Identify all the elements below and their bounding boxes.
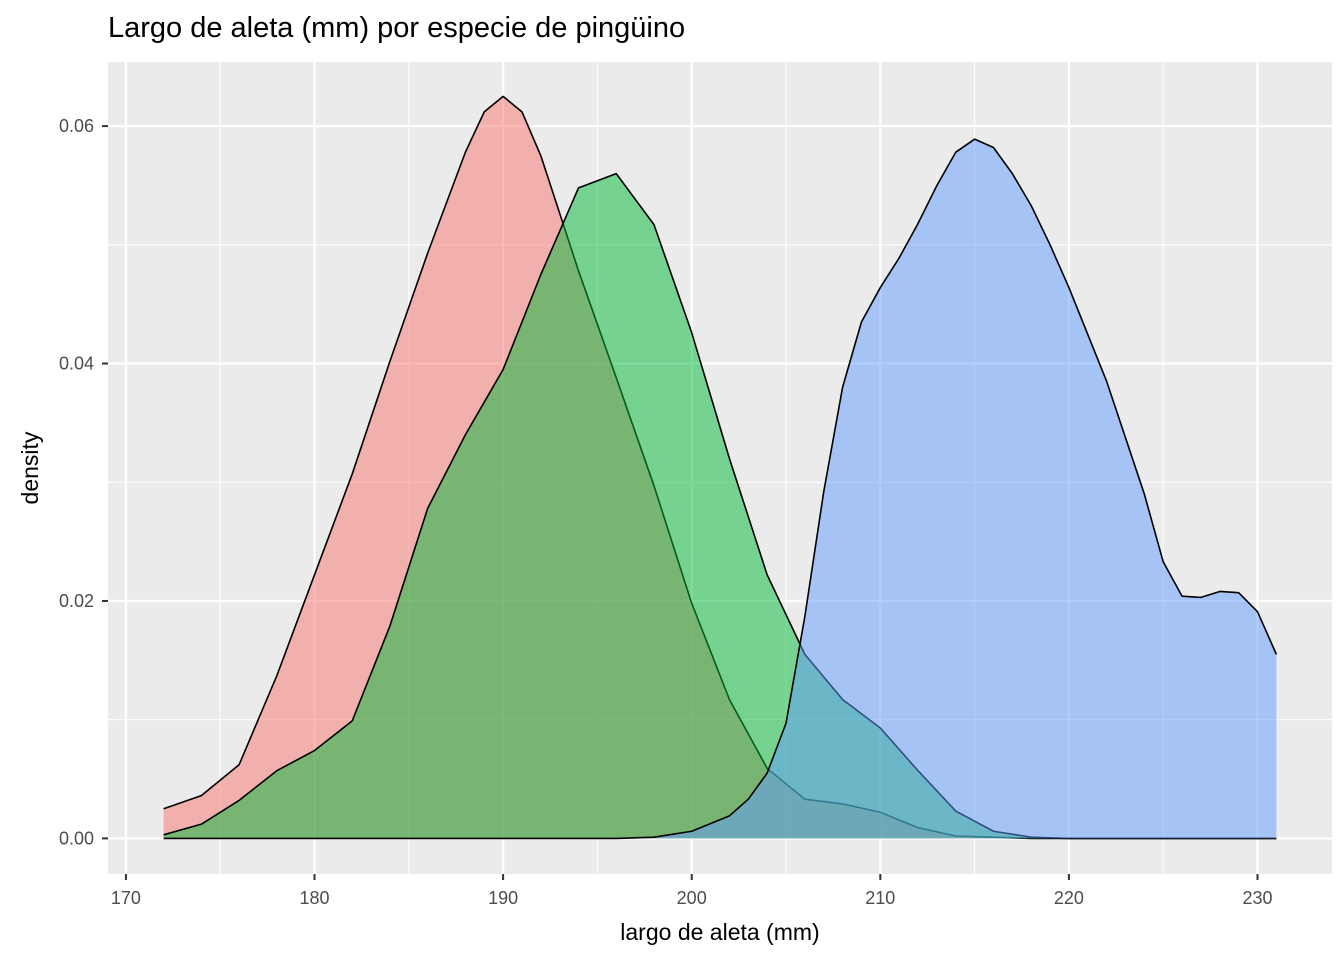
y-axis: 0.00 0.02 0.04 0.06 — [59, 116, 108, 848]
x-tick-label: 170 — [111, 888, 141, 908]
x-axis: 170 180 190 200 210 220 230 — [111, 874, 1273, 908]
x-tick-label: 220 — [1054, 888, 1084, 908]
density-line-3 — [163, 138, 1278, 840]
x-axis-title: largo de aleta (mm) — [620, 919, 819, 945]
y-tick-label: 0.06 — [59, 116, 94, 136]
y-tick-label: 0.00 — [59, 828, 94, 848]
x-tick-label: 180 — [299, 888, 329, 908]
chart-title: Largo de aleta (mm) por especie de pingü… — [108, 12, 686, 44]
y-tick-label: 0.02 — [59, 591, 94, 611]
density-area-2 — [163, 173, 1277, 839]
x-tick-label: 190 — [488, 888, 518, 908]
density-area-3 — [163, 139, 1277, 839]
x-tick-label: 230 — [1242, 888, 1272, 908]
y-tick-label: 0.04 — [59, 354, 94, 374]
y-axis-title: density — [17, 431, 43, 504]
density-areas — [163, 95, 1278, 840]
x-tick-label: 200 — [677, 888, 707, 908]
x-tick-label: 210 — [865, 888, 895, 908]
